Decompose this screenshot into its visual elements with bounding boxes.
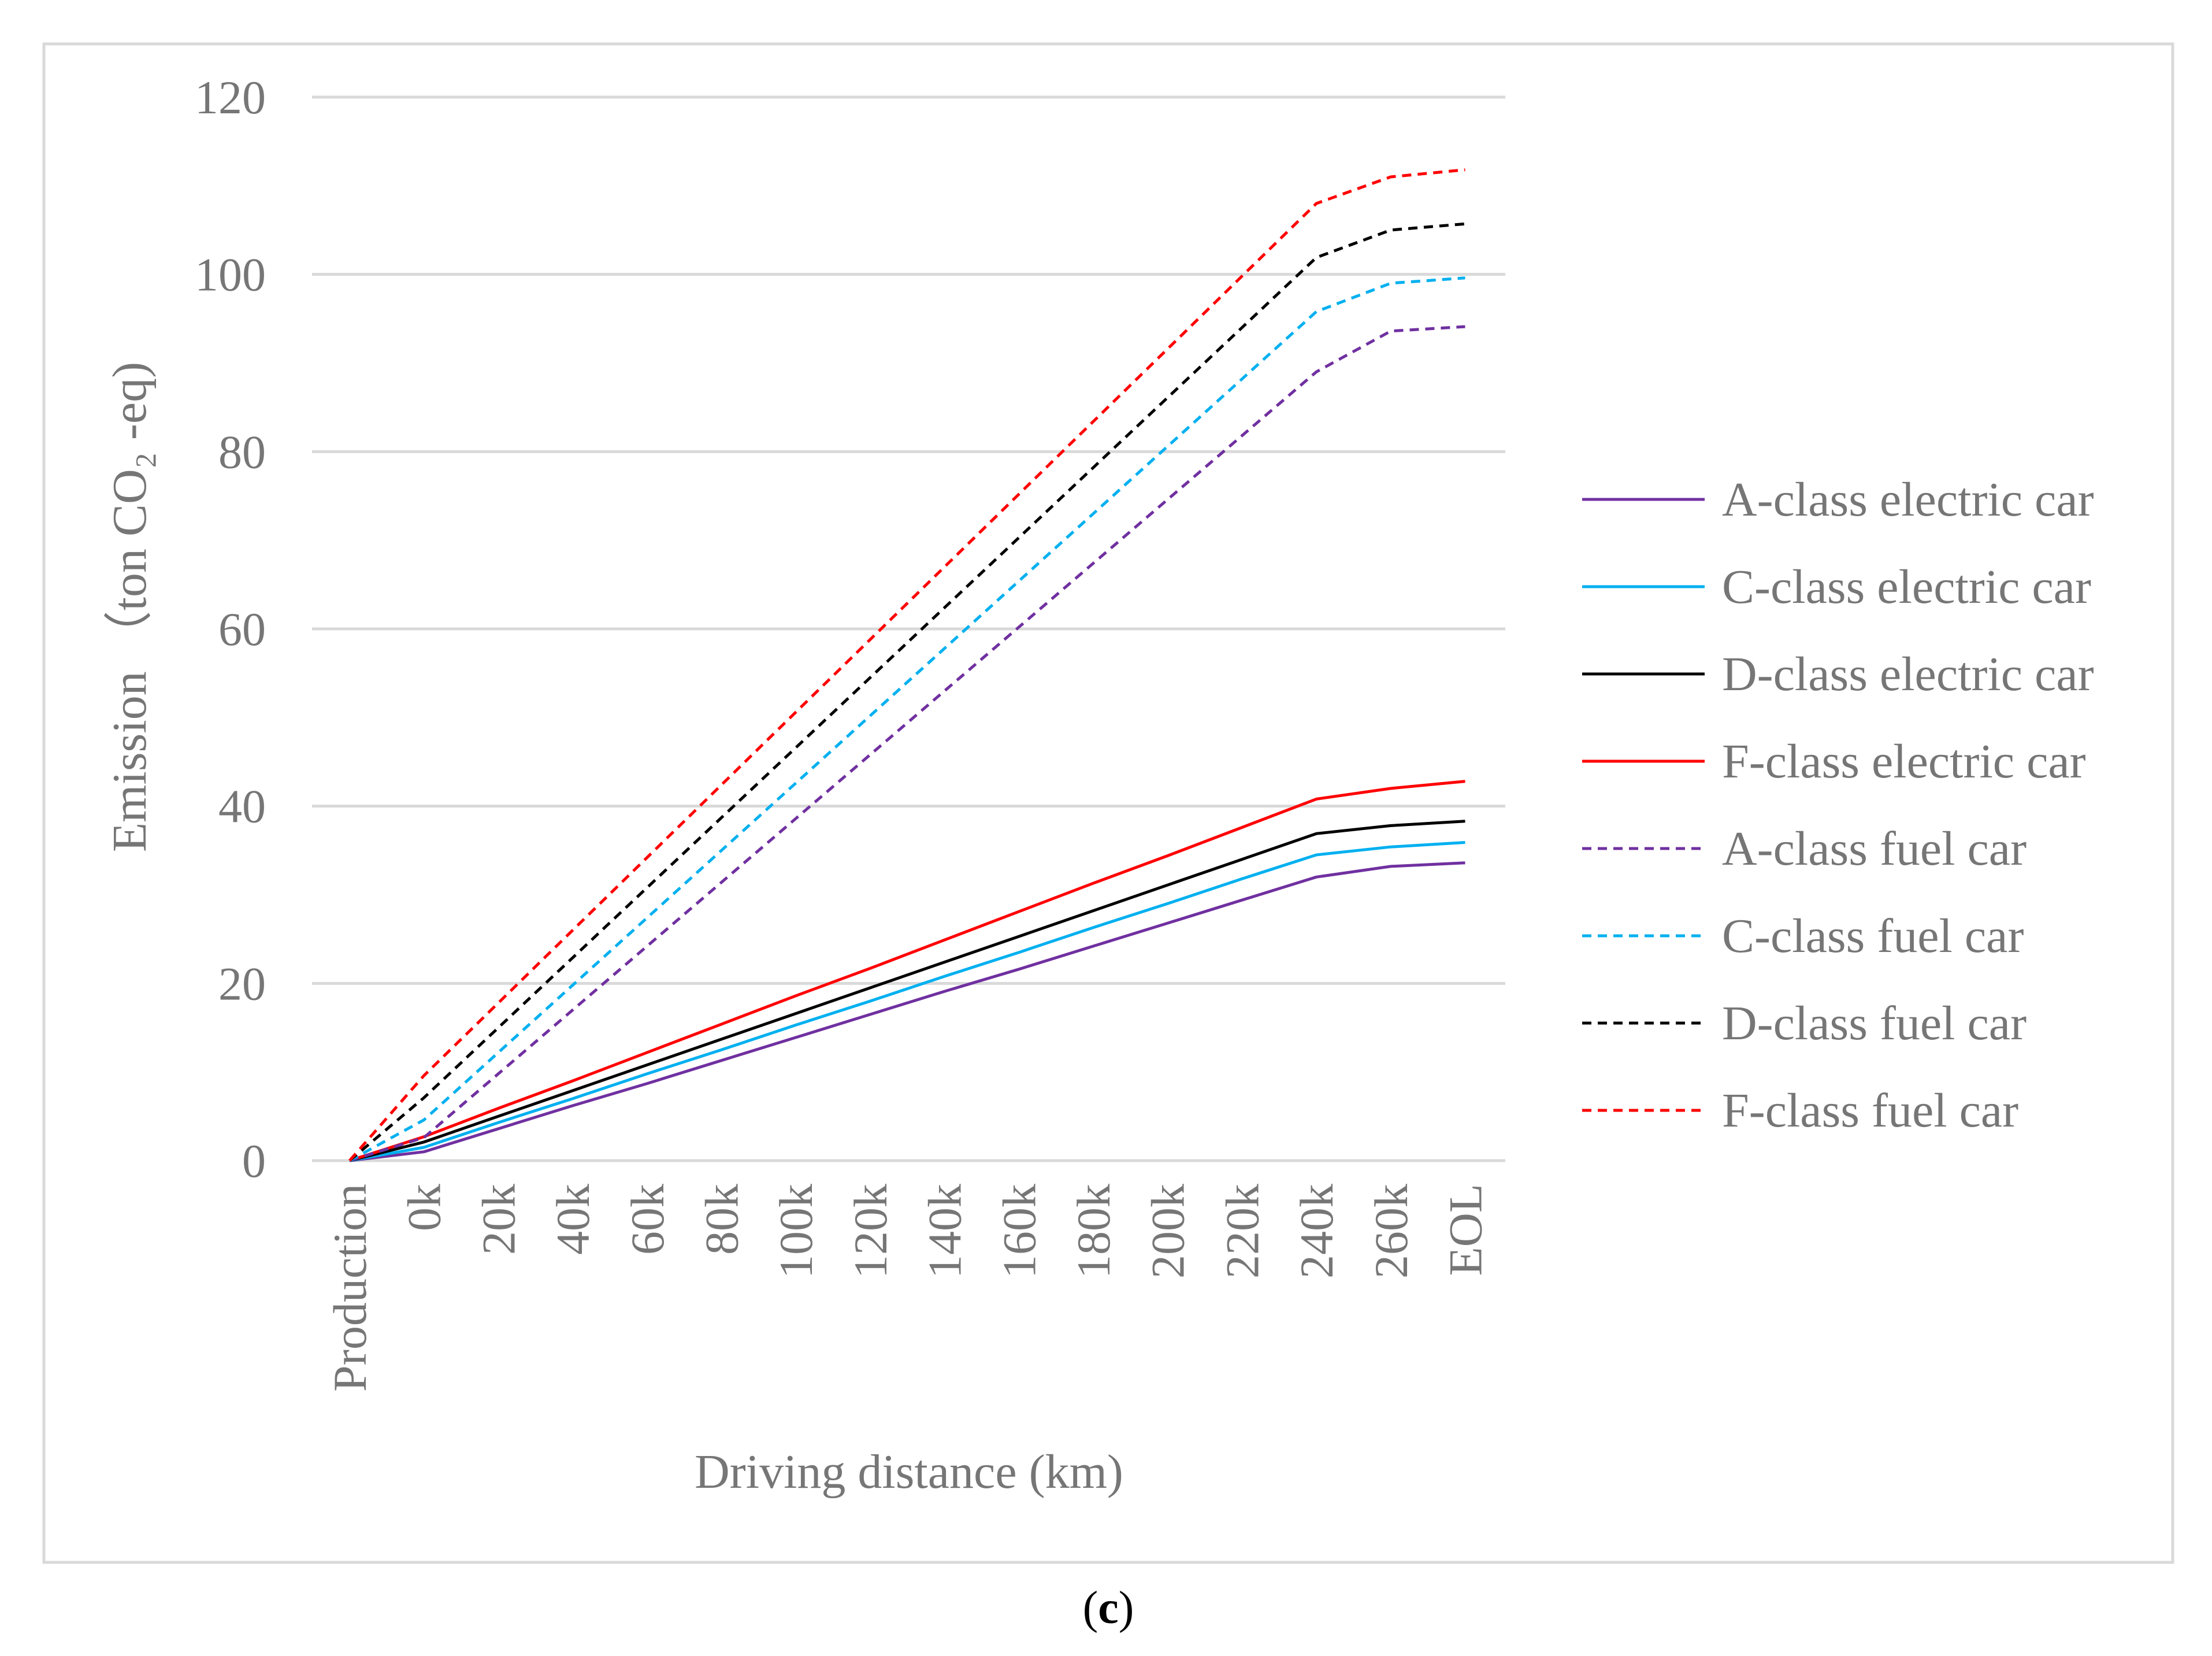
x-tick-label: 100k [770, 1184, 822, 1279]
x-tick-label: 80k [696, 1184, 748, 1255]
caption-letter: c [1098, 1583, 1119, 1633]
series-line-a-class-electric-car [349, 861, 1465, 1162]
legend-label: D-class electric car [1722, 647, 2094, 701]
caption-close-paren: ) [1119, 1583, 1134, 1633]
legend-label: C-class fuel car [1722, 909, 2024, 963]
chart-frame [42, 42, 2174, 1564]
legend-label: A-class fuel car [1722, 822, 2027, 876]
x-tick-label: 240k [1290, 1184, 1343, 1279]
x-tick-label: 140k [919, 1184, 971, 1279]
y-tick-label: 20 [218, 957, 266, 1010]
x-tick-label: 180k [1067, 1184, 1120, 1279]
x-axis-ticks: Production 0k 20k 40k 60k 80k 100k 120k 140k 160k… [324, 1184, 1492, 1392]
x-tick-label: 40k [547, 1184, 599, 1255]
x-tick-label: 120k [844, 1184, 897, 1279]
legend-label: C-class electric car [1722, 560, 2091, 614]
series-line-f-class-fuel-car [348, 168, 1465, 1162]
series-line-c-class-electric-car [349, 841, 1465, 1162]
y-axis-title: Emission （ton CO₂ -eq) [103, 362, 157, 852]
x-axis-title: Driving distance (km) [695, 1445, 1123, 1499]
x-tick-label: 260k [1365, 1184, 1417, 1279]
x-tick-label: 60k [621, 1184, 674, 1255]
y-tick-label: 80 [218, 425, 266, 478]
caption-open-paren: ( [1083, 1583, 1098, 1633]
legend-label: D-class fuel car [1722, 996, 2027, 1050]
y-tick-label: 100 [195, 249, 266, 301]
series-lines [348, 168, 1465, 1162]
legend-label: F-class electric car [1722, 735, 2086, 788]
x-tick-label: 200k [1142, 1184, 1194, 1279]
y-tick-label: 0 [242, 1135, 266, 1187]
y-tick-label: 60 [218, 603, 266, 655]
x-tick-label: 220k [1216, 1184, 1268, 1279]
series-line-d-class-fuel-car [348, 222, 1465, 1162]
legend-label: F-class fuel car [1722, 1084, 2018, 1138]
series-line-c-class-fuel-car [348, 276, 1465, 1162]
y-tick-label: 120 [195, 71, 266, 124]
figure-caption: (c) [1083, 1583, 1134, 1633]
x-tick-label: EOL [1439, 1184, 1492, 1276]
x-tick-label: 20k [472, 1184, 525, 1255]
series-line-d-class-electric-car [349, 820, 1465, 1162]
x-tick-label: Production [324, 1184, 376, 1392]
x-tick-label: 160k [993, 1184, 1045, 1279]
gridlines [312, 95, 1505, 1162]
series-line-f-class-electric-car [349, 780, 1465, 1162]
x-tick-label: 0k [398, 1184, 451, 1231]
y-axis-ticks: 0 20 40 60 80 100 120 [195, 71, 266, 1187]
y-tick-label: 40 [218, 780, 266, 833]
legend: A-class electric car C-class electric car… [1582, 473, 2094, 1138]
series-line-a-class-fuel-car [349, 325, 1465, 1162]
legend-label: A-class electric car [1722, 473, 2094, 527]
